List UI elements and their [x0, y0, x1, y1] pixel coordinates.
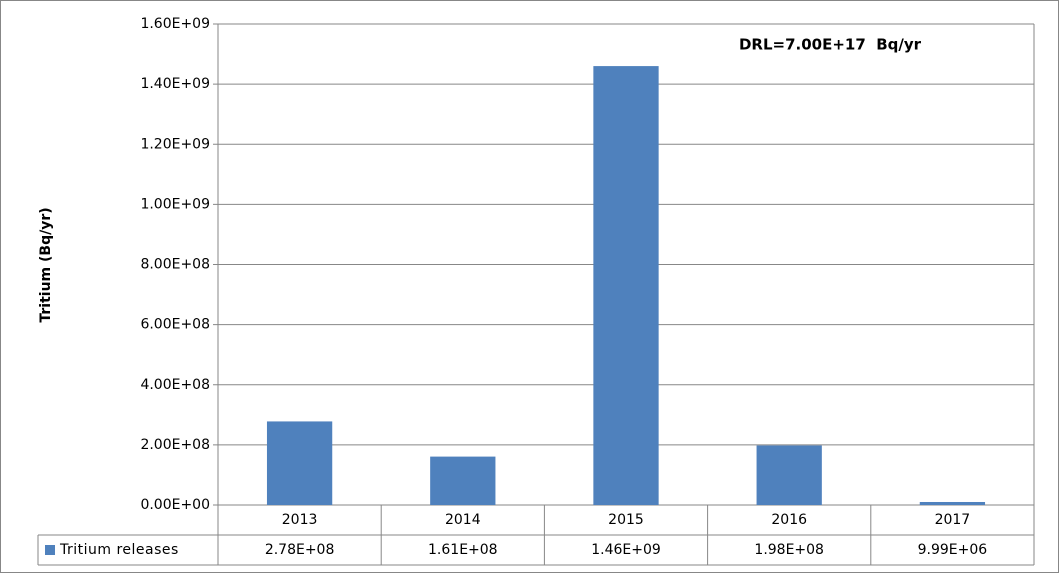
- legend-label: Tritium releases: [59, 542, 179, 558]
- bar: [430, 456, 496, 505]
- y-tick-label: 1.60E+09: [140, 16, 210, 32]
- y-tick-label: 0.00E+00: [140, 497, 210, 513]
- x-tick-label: 2013: [282, 512, 318, 528]
- legend-key: [45, 545, 55, 555]
- y-tick-label: 8.00E+08: [140, 257, 210, 273]
- y-tick-label: 2.00E+08: [140, 437, 210, 453]
- bar: [919, 501, 986, 505]
- x-tick-label: 2014: [445, 512, 481, 528]
- table-value: 2.78E+08: [265, 542, 335, 558]
- x-tick-label: 2015: [608, 512, 644, 528]
- y-tick-label: 1.00E+09: [140, 196, 210, 212]
- bar: [266, 421, 333, 505]
- y-tick-label: 1.20E+09: [140, 136, 210, 152]
- y-tick-label: 4.00E+08: [140, 377, 210, 393]
- table-value: 9.99E+06: [918, 542, 988, 558]
- table-value: 1.61E+08: [428, 542, 498, 558]
- y-axis-title: Tritium (Bq/yr): [38, 207, 54, 322]
- x-tick-label: 2017: [935, 512, 971, 528]
- table-value: 1.98E+08: [754, 542, 824, 558]
- y-tick-label: 1.40E+09: [140, 76, 210, 92]
- bar: [756, 445, 822, 505]
- y-tick-label: 6.00E+08: [140, 317, 210, 333]
- table-value: 1.46E+09: [591, 542, 661, 558]
- annotation: DRL=7.00E+17 Bq/yr: [739, 36, 922, 54]
- x-tick-label: 2016: [771, 512, 807, 528]
- bar: [593, 66, 659, 506]
